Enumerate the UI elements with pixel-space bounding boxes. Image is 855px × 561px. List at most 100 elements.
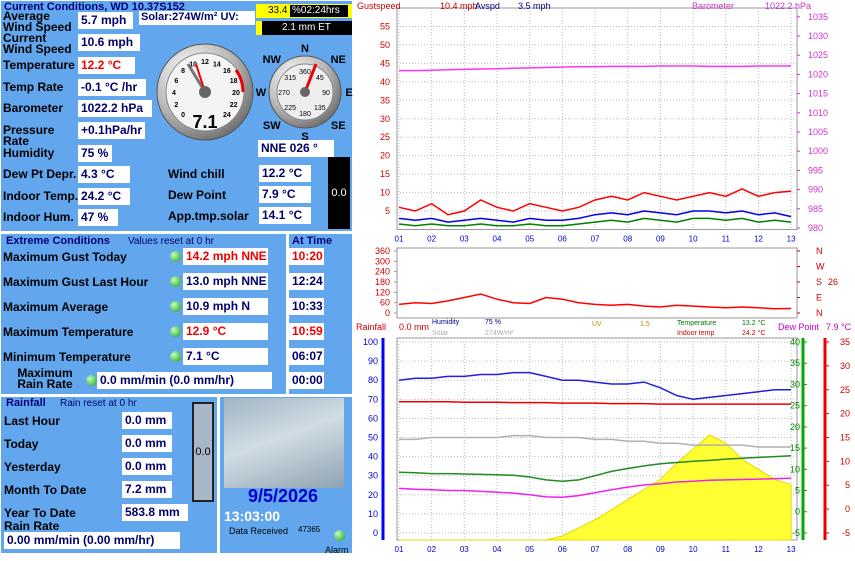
row-label: Maximum Gust Last Hour: [3, 275, 149, 289]
gauge-tick: 20: [232, 90, 240, 97]
row-time: 12:24: [289, 273, 324, 290]
line: [398, 188, 792, 216]
status-dot: [170, 326, 181, 337]
panel-title: Rainfall: [6, 397, 46, 409]
y-tick-label: 50: [368, 432, 378, 442]
x-tick-label: 11: [722, 235, 731, 244]
y2-tick-label: 1000: [808, 146, 828, 156]
row-label: Year To Date: [4, 506, 76, 520]
compass-needle: [303, 63, 318, 93]
x-tick-label: 02: [427, 235, 436, 244]
row-label: Temp Rate: [3, 80, 64, 94]
row-label: Minimum Temperature: [3, 350, 131, 364]
compass-point: E: [345, 87, 352, 99]
row-value: 14.2 mph NNE: [183, 248, 268, 265]
status-dot: [170, 351, 181, 362]
y2-tick-label: 1030: [808, 31, 828, 41]
y2-tick-label: 990: [808, 185, 823, 195]
gauge-tick: 12: [201, 59, 209, 66]
y-tick-label: 240: [375, 267, 390, 277]
row-time: 10:59: [289, 323, 324, 340]
row-value: 10.6 mph: [78, 34, 140, 51]
x-tick-label: 07: [591, 545, 600, 554]
y2-tick-label: W: [816, 261, 825, 271]
row-label: Humidity: [3, 146, 55, 160]
gauge-tick: 24: [223, 112, 231, 119]
compass-point: W: [256, 87, 267, 99]
line: [399, 400, 792, 405]
y-tick-label: 25: [380, 132, 390, 142]
y-tick-label: 60: [380, 298, 390, 308]
row-value: 5.7 mph: [78, 12, 133, 29]
webcam-image: [224, 398, 344, 488]
compass-degree: 90: [322, 90, 330, 97]
y-tick-label: 70: [368, 394, 378, 404]
line: [399, 434, 792, 448]
y-tick-label: 360: [375, 246, 390, 256]
x-tick-label: 10: [689, 235, 698, 244]
row-value: 10.9 mph N: [183, 298, 268, 315]
chart-label: UV: [592, 321, 602, 328]
row-value: 4.3 °C: [78, 166, 130, 183]
y2-tick-label: 980: [808, 223, 823, 233]
y-tick-label: 60: [368, 413, 378, 423]
row-value: 0.00 mm/min (0.00 mm/hr): [4, 532, 180, 549]
y2-tick-label: 1005: [808, 127, 828, 137]
hours-box: %02:24hrs: [290, 5, 348, 17]
row-label: Indoor Hum.: [3, 210, 74, 224]
alarm-label: Alarm: [325, 545, 349, 555]
status-dot: [170, 251, 181, 262]
y2-tick-label: 20: [790, 422, 800, 432]
y-tick-label: 10: [380, 188, 390, 198]
y2-tick-label: 15: [790, 443, 800, 453]
y-tick-label: 100: [363, 337, 378, 347]
row-value: 583.8 mm: [122, 504, 188, 521]
y2-tick-label: 30: [790, 379, 800, 389]
panel-note: Values reset at 0 hr: [128, 236, 214, 247]
row-label: Today: [4, 437, 39, 451]
x-tick-label: 05: [525, 235, 534, 244]
gauge-hub: [199, 86, 211, 98]
line: [398, 371, 792, 401]
y2-tick-label: 985: [808, 204, 823, 214]
y2-tick-label: 1025: [808, 50, 828, 60]
solar-text: Solar:274W/m² UV:: [139, 11, 255, 25]
compass-degree: 315: [284, 75, 296, 82]
compass-degree: 135: [314, 105, 326, 112]
chart-label: 0.0 mm: [399, 322, 429, 332]
plot-frame: [396, 247, 798, 319]
et-box: 2.1 mm ET: [256, 21, 352, 35]
alarm-dot: [334, 530, 345, 541]
x-tick-label: 11: [722, 545, 731, 554]
x-tick-label: 08: [623, 235, 632, 244]
gauge-tick: 16: [223, 68, 231, 75]
row-time: 06:07: [289, 348, 324, 365]
row-value: 14.1 °C: [259, 207, 311, 224]
panel-title: At Time: [292, 235, 333, 247]
row-label: Current Wind Speed: [3, 31, 72, 56]
row-label: Month To Date: [4, 483, 87, 497]
x-tick-label: 12: [754, 235, 763, 244]
chart-label: Temperature: [677, 320, 716, 327]
x-tick-label: 06: [558, 235, 567, 244]
chart-bg: [353, 0, 855, 561]
y-tick-label: 90: [368, 356, 378, 366]
x-tick-label: 07: [591, 235, 600, 244]
chart-label: 3.5 mph: [518, 1, 551, 11]
row-value: 7.9 °C: [259, 186, 311, 203]
chart-label: Humidity: [432, 319, 460, 326]
chart-label: Avspd: [475, 1, 500, 11]
gauge-tick: 8: [181, 68, 185, 75]
y3-tick-label: 20: [840, 409, 850, 419]
rain-panel: [0, 396, 218, 554]
compass-hub: [300, 87, 310, 97]
compass-point: S: [301, 131, 308, 143]
chart-label: 274W/m²: [485, 330, 514, 337]
gauge-tick: 2: [174, 102, 178, 109]
row-label: Maximum Gust Today: [3, 250, 127, 264]
chart-label: 24.2 °C: [742, 329, 765, 337]
compass-point: NE: [331, 54, 346, 66]
panel-note: Rain reset at 0 hr: [60, 398, 137, 409]
y2-tick-label: 1010: [808, 108, 828, 118]
